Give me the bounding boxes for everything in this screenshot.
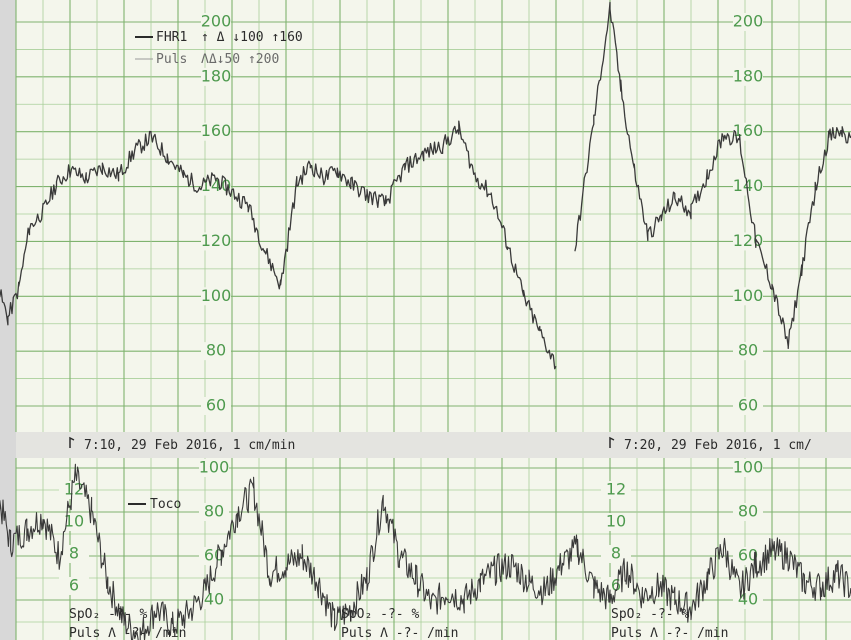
spo2-tick-label: 6 bbox=[69, 576, 79, 595]
puls-status: Puls Λ -?- /min bbox=[341, 626, 458, 640]
puls-status: Puls Λ -?- /min bbox=[611, 626, 728, 640]
tick-label-bg bbox=[733, 397, 763, 415]
tick-label-bg bbox=[733, 287, 763, 306]
tick-label-bg bbox=[733, 177, 763, 196]
puls-status: Puls Λ -?- /min bbox=[69, 626, 186, 640]
tick-label-bg bbox=[199, 503, 229, 521]
spo2-tick-label: 8 bbox=[611, 544, 621, 563]
fhr-tick-label: 80 bbox=[738, 341, 758, 360]
tick-label-bg bbox=[201, 13, 231, 31]
spo2-status: SpO₂ -?- % bbox=[69, 607, 147, 622]
spo2-tick-label: 10 bbox=[606, 512, 626, 531]
tick-label-bg bbox=[201, 67, 231, 86]
fhr-tick-label: 180 bbox=[201, 66, 232, 85]
toco-tick-label: 80 bbox=[738, 502, 758, 521]
fhr-tick-label: 180 bbox=[733, 66, 764, 85]
toco-trace bbox=[0, 463, 851, 640]
status-block-2: SpO₂ -?- % Puls Λ -?- /min bbox=[341, 607, 458, 640]
puls-legend-label: Puls bbox=[156, 52, 187, 67]
fhr-tick-label: 160 bbox=[733, 121, 764, 140]
fhr-tick-label: 60 bbox=[738, 396, 758, 415]
fhr-y-tick-labels: 60 60 80 80 100 100 120 120 140 140 160 160 180 180 20… bbox=[201, 12, 764, 415]
toco-tick-label: 100 bbox=[733, 458, 764, 477]
fhr-tick-label: 120 bbox=[201, 231, 232, 250]
toco-legend-label: Toco bbox=[150, 497, 181, 512]
fhr1-alarm-limits: ↑ Δ ↓100 ↑160 bbox=[201, 30, 303, 45]
timestamp-label: 7:10, 29 Feb 2016, 1 cm/min bbox=[84, 438, 295, 453]
tick-label-bg bbox=[601, 513, 631, 531]
fhr-tick-label: 100 bbox=[201, 286, 232, 305]
timestamp-marker-2: 7:20, 29 Feb 2016, 1 cm/ bbox=[609, 436, 812, 453]
fhr1-trace bbox=[0, 1, 851, 370]
fhr-tick-label: 160 bbox=[201, 121, 232, 140]
tick-label-bg bbox=[201, 397, 231, 415]
tick-label-bg bbox=[59, 545, 89, 563]
tick-label-bg bbox=[733, 122, 763, 141]
tick-label-bg bbox=[59, 577, 89, 595]
fhr-tick-label: 200 bbox=[733, 12, 764, 31]
status-block-1: SpO₂ -?- % Puls Λ -?- /min bbox=[69, 607, 186, 640]
toco-tick-label: 40 bbox=[204, 590, 224, 609]
fhr-tick-label: 140 bbox=[201, 176, 232, 195]
toco-tick-label: 60 bbox=[204, 546, 224, 565]
fhr-tick-label: 140 bbox=[733, 176, 764, 195]
toco-legend: Toco bbox=[128, 497, 181, 512]
time-mark-flag bbox=[69, 436, 75, 448]
fhr-tick-label: 100 bbox=[733, 286, 764, 305]
tick-label-bg bbox=[601, 481, 631, 499]
spo2-tick-label: 10 bbox=[64, 512, 84, 531]
tick-label-bg bbox=[733, 342, 763, 361]
tick-label-bg bbox=[199, 591, 229, 609]
tick-label-bg bbox=[733, 503, 763, 521]
fhr-tick-label: 200 bbox=[201, 12, 232, 31]
tick-label-bg bbox=[201, 177, 231, 196]
time-mark-flag bbox=[609, 436, 615, 448]
tick-label-bg bbox=[733, 67, 763, 86]
fhr-tick-label: 60 bbox=[206, 396, 226, 415]
spo2-status: SpO₂ -?- % bbox=[611, 607, 689, 622]
tick-label-bg bbox=[201, 122, 231, 141]
fhr-legend: FHR1 ↑ Δ ↓100 ↑160 Puls ΛΔ↓50 ↑200 bbox=[135, 30, 303, 67]
toco-tick-label: 80 bbox=[204, 502, 224, 521]
toco-tick-label: 40 bbox=[738, 590, 758, 609]
puls-alarm-limits: ΛΔ↓50 ↑200 bbox=[201, 52, 279, 67]
fhr1-legend-label: FHR1 bbox=[156, 30, 187, 45]
tick-label-bg bbox=[201, 287, 231, 306]
tick-label-bg bbox=[733, 459, 763, 477]
spo2-tick-label: 12 bbox=[606, 480, 626, 499]
timestamp-label: 7:20, 29 Feb 2016, 1 cm/ bbox=[624, 438, 812, 453]
toco-y-tick-labels: 40 40 60 60 80 80 100 100 bbox=[199, 458, 764, 609]
tick-label-bg bbox=[199, 459, 229, 477]
tick-label-bg bbox=[733, 13, 763, 31]
fhr-tick-label: 80 bbox=[206, 341, 226, 360]
panel-separator bbox=[16, 432, 851, 458]
spo2-tick-label: 8 bbox=[69, 544, 79, 563]
timestamp-marker-1: 7:10, 29 Feb 2016, 1 cm/min bbox=[69, 436, 295, 453]
tick-label-bg bbox=[201, 342, 231, 361]
toco-tick-label: 60 bbox=[738, 546, 758, 565]
tick-label-bg bbox=[201, 232, 231, 251]
fhr-tick-label: 120 bbox=[733, 231, 764, 250]
spo2-tick-label: 6 bbox=[611, 576, 621, 595]
status-block-3: SpO₂ -?- % Puls Λ -?- /min bbox=[611, 607, 728, 640]
spo2-status: SpO₂ -?- % bbox=[341, 607, 419, 622]
toco-tick-label: 100 bbox=[199, 458, 230, 477]
